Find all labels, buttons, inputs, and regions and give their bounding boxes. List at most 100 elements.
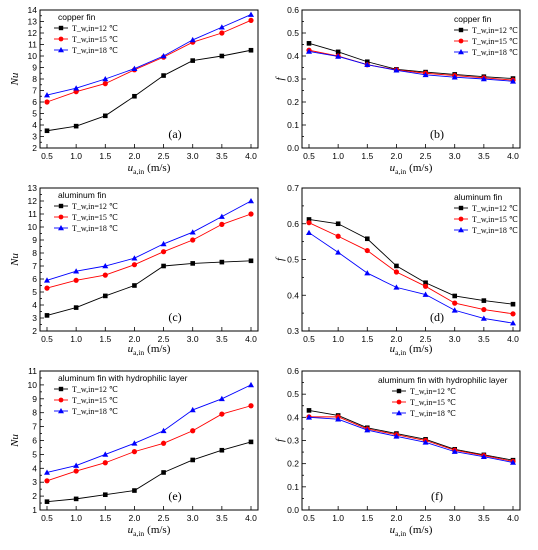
data-point-triangle: [422, 291, 429, 297]
y-tick-label: 10: [28, 222, 38, 232]
data-point-circle: [481, 306, 487, 313]
y-tick-label: 0.2: [287, 459, 299, 469]
series-line-1: [46, 441, 252, 503]
data-point-triangle: [189, 406, 196, 413]
y-tick-label: 6: [32, 274, 37, 284]
legend-marker-triangle: [58, 408, 64, 414]
y-tick-label: 5: [32, 449, 37, 459]
x-tick-label: 3.0: [187, 513, 199, 523]
y-tick-label: 4: [32, 120, 37, 130]
y-axis-label: f: [274, 76, 286, 81]
x-tick-label: 1.0: [70, 151, 82, 161]
y-tick-label: 0.6: [287, 5, 299, 15]
legend-title: copper fin: [454, 14, 492, 24]
legend-entry-label: T_w,in=18 ℃: [72, 407, 118, 416]
x-axis-label-unit: (m/s): [147, 524, 171, 536]
x-axis-label-subscript: a,in: [395, 529, 406, 538]
panel-label: (e): [168, 489, 181, 503]
data-point-square: [190, 457, 196, 463]
y-tick-label: 0.2: [287, 97, 299, 107]
series-line-3: [308, 50, 514, 82]
x-tick-label: 4.0: [245, 513, 257, 523]
x-tick-label: 3.0: [187, 334, 199, 344]
series-line-2: [46, 405, 252, 482]
legend-marker-square: [58, 203, 64, 209]
y-tick-label: 0.6: [287, 366, 299, 376]
legend-entry-label: T_w,in=12 ℃: [72, 24, 118, 33]
data-point-square: [219, 259, 225, 265]
data-point-circle: [160, 249, 167, 255]
data-point-square: [44, 313, 50, 318]
y-tick-label: 7: [32, 422, 37, 432]
y-tick-label: 10: [28, 51, 38, 61]
data-point-square: [102, 492, 108, 498]
data-point-triangle: [393, 67, 400, 73]
y-tick-label: 13: [28, 183, 38, 193]
legend-marker-circle: [58, 36, 64, 42]
x-tick-label: 0.5: [41, 334, 53, 344]
x-tick-label: 1.5: [99, 334, 111, 344]
data-point-square: [248, 47, 254, 53]
data-point-triangle: [335, 416, 342, 422]
data-point-triangle: [218, 395, 225, 402]
data-point-triangle: [510, 78, 516, 84]
chart-panel-d: 0.3 0.4 0.5 0.6 0.7 0.5 1.0 1.5 2.0 2.5 3.0 3.5 4.0 f…: [274, 183, 521, 357]
data-point-circle: [44, 285, 50, 291]
y-tick-label: 0.3: [287, 436, 299, 446]
x-tick-label: 1.5: [99, 151, 111, 161]
y-tick-label: 0.5: [287, 28, 299, 38]
x-axis-label: ua,in (m/s): [390, 343, 433, 357]
data-point-square: [248, 258, 254, 264]
x-axis-label-unit: (m/s): [409, 162, 433, 174]
data-point-square: [306, 217, 312, 222]
data-point-circle: [160, 440, 167, 446]
x-tick-label: 3.5: [216, 334, 228, 344]
series-line-2: [46, 19, 252, 103]
x-tick-label: 0.5: [41, 513, 53, 523]
y-axis-label: f: [274, 437, 286, 442]
legend-marker-triangle: [58, 225, 64, 231]
legend-entry-label: T_w,in=15 ℃: [72, 396, 118, 405]
legend-entry-label: T_w,in=15 ℃: [410, 398, 456, 407]
data-point-triangle: [73, 85, 80, 91]
y-tick-label: 0.3: [287, 326, 299, 336]
data-point-circle: [73, 277, 79, 283]
y-tick-label: 0.4: [287, 290, 299, 300]
legend-marker-triangle: [458, 49, 464, 55]
x-axis-label-symbol: u: [390, 343, 396, 355]
legend-marker-circle: [458, 216, 464, 222]
series-line-3: [46, 14, 252, 96]
data-point-triangle: [422, 71, 429, 78]
data-point-triangle: [44, 277, 50, 283]
data-point-circle: [190, 237, 196, 243]
chart-panel-b: 0.0 0.1 0.2 0.3 0.4 0.5 0.6 0.5 1.0 1.5 2.0 2.5 3.0 3…: [274, 5, 521, 176]
legend-marker-square: [58, 386, 64, 392]
data-point-triangle: [248, 198, 254, 204]
x-tick-label: 2.5: [420, 334, 432, 344]
data-point-circle: [190, 428, 196, 434]
x-tick-label: 2.0: [391, 151, 403, 161]
series-line-3: [308, 232, 514, 324]
data-point-square: [248, 439, 254, 445]
data-point-square: [306, 41, 312, 46]
x-tick-label: 0.5: [303, 513, 315, 523]
x-tick-label: 2.0: [129, 151, 141, 161]
data-point-triangle: [480, 453, 487, 460]
data-point-triangle: [131, 65, 138, 71]
data-point-square: [161, 470, 166, 475]
y-tick-label: 2: [32, 326, 37, 336]
series-line-1: [308, 409, 514, 461]
data-point-circle: [306, 220, 312, 226]
series-line-2: [46, 213, 252, 289]
legend-marker-circle: [58, 397, 64, 403]
data-point-triangle: [306, 414, 312, 420]
data-point-square: [161, 263, 166, 269]
y-tick-label: 0.5: [287, 389, 299, 399]
data-point-circle: [335, 233, 341, 239]
x-axis-label-symbol: u: [128, 524, 134, 536]
legend-entry-label: T_w,in=18 ℃: [72, 46, 118, 55]
data-point-triangle: [131, 255, 138, 261]
data-point-triangle: [189, 229, 196, 235]
data-point-triangle: [160, 53, 167, 59]
y-axis-label: Nu: [9, 434, 21, 448]
